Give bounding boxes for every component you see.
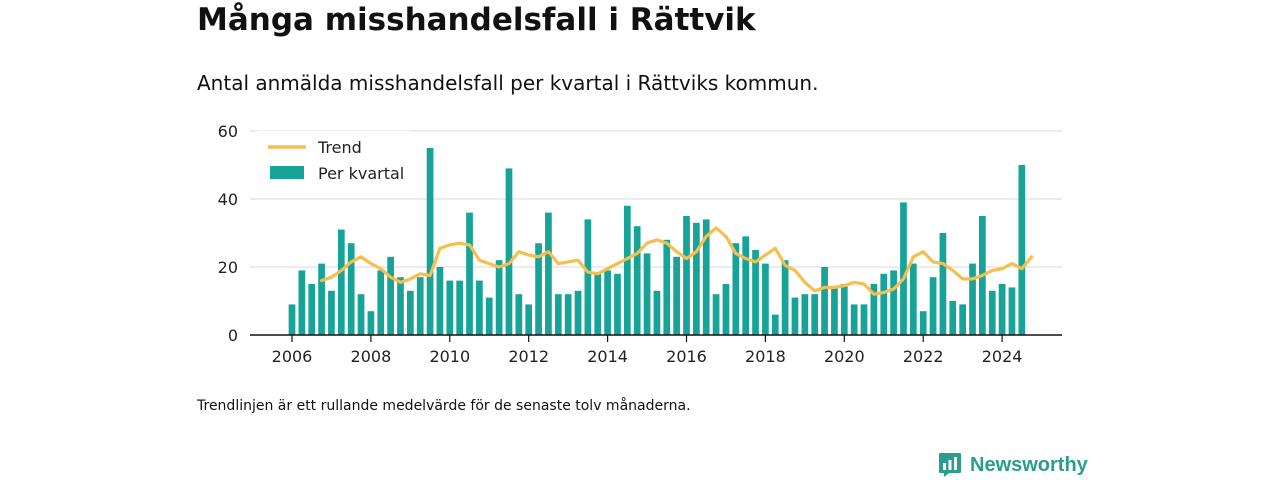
bar [1008,287,1016,335]
bar [929,277,937,335]
bar [939,233,947,335]
y-tick-label: 40 [218,190,238,209]
bar [328,290,335,335]
bar [357,294,365,335]
legend-trend-label: Trend [317,138,362,157]
bar [683,216,690,335]
bar [337,229,345,335]
bar [712,294,720,335]
bar [732,243,740,335]
bar [722,284,730,335]
bar [367,311,375,335]
chart-subtitle: Antal anmälda misshandelsfall per kvarta… [197,71,819,95]
bar [505,168,513,335]
bar [288,304,296,335]
bar [831,287,838,335]
bar [298,270,306,335]
bar [880,273,888,335]
x-tick-label: 2020 [824,347,865,366]
x-tick-label: 2024 [982,347,1023,366]
bar [623,205,631,335]
bar [564,294,572,335]
chart-title: Många misshandelsfall i Rättvik [197,2,756,38]
bar [594,273,602,335]
bar [693,222,700,335]
bar [860,304,868,335]
bar [485,297,493,335]
x-tick-label: 2022 [903,347,944,366]
bar [742,236,750,335]
bar [633,226,641,335]
bar [525,304,533,335]
bar [554,294,562,335]
bar [663,239,671,335]
bar [801,294,809,335]
x-tick-label: 2008 [351,347,392,366]
bar [909,263,917,335]
bar [949,301,957,335]
bar [900,202,907,335]
bar [821,267,828,335]
bar [791,297,799,335]
bar [466,212,473,335]
bar [574,290,582,335]
bar [515,294,523,335]
bar [318,263,325,335]
legend-bar-swatch [270,166,304,179]
bar [781,260,789,335]
y-tick-label: 20 [218,258,238,277]
bar [347,243,355,335]
bar [476,280,483,335]
chart-footnote: Trendlinjen är ett rullande medelvärde f… [197,398,691,414]
bar [969,263,976,335]
bar [959,304,967,335]
brand-logo[interactable]: Newsworthy [938,450,1088,480]
bar [377,270,385,335]
bar [397,277,404,335]
y-tick-label: 0 [228,326,238,345]
x-tick-label: 2006 [272,347,313,366]
bar [702,219,710,335]
x-tick-label: 2018 [745,347,786,366]
bar [308,284,316,335]
brand-name: Newsworthy [970,453,1088,476]
bar [752,250,759,335]
bar [436,267,444,335]
x-tick-label: 2010 [429,347,470,366]
bar [998,284,1006,335]
bar [446,280,454,335]
bar [653,290,661,335]
bar [771,314,779,335]
x-tick-label: 2012 [508,347,549,366]
bar [535,243,542,335]
bar [988,290,996,335]
bar [850,304,858,335]
bar [870,284,878,335]
bar [673,256,680,335]
bar [495,260,503,335]
legend-bar-label: Per kvartal [318,164,404,183]
bar [387,256,394,335]
trend-line [319,226,1034,296]
bar [890,270,897,335]
bar-chart-speech-bubble-icon [939,453,961,477]
bar [407,290,414,335]
bar [545,212,552,335]
bar [1018,165,1026,335]
x-tick-label: 2014 [587,347,628,366]
bar [456,280,464,335]
y-tick-label: 60 [218,122,238,141]
chart: 0 20 40 60 2006 2008 2010 2012 2014 2016 2018 2020 2… [218,122,1062,366]
bar [416,277,424,335]
bar [762,263,769,335]
bar [604,270,611,335]
bar [584,219,592,335]
bar [840,284,848,335]
bar [426,148,434,335]
bar [614,273,621,335]
bar [643,253,651,335]
x-tick-label: 2016 [666,347,707,366]
bar [919,311,927,335]
bar [811,294,819,335]
